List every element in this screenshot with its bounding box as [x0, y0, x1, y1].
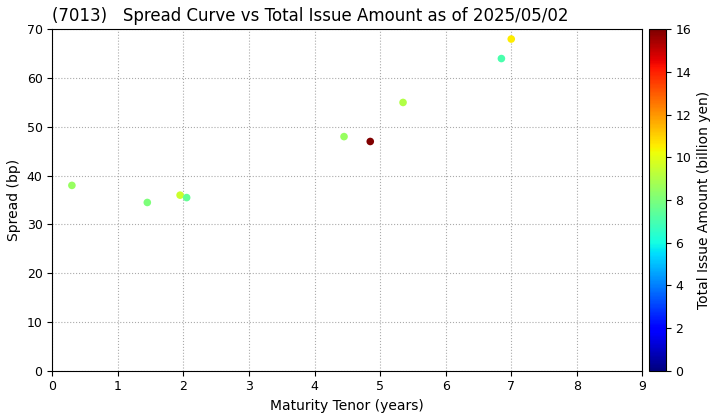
Point [364, 138, 376, 145]
Point [142, 199, 153, 206]
Point [338, 133, 350, 140]
Point [397, 99, 409, 106]
Point [174, 192, 186, 199]
Point [495, 55, 507, 62]
Point [505, 36, 517, 42]
Point [181, 194, 192, 201]
Text: (7013)   Spread Curve vs Total Issue Amount as of 2025/05/02: (7013) Spread Curve vs Total Issue Amoun… [53, 7, 569, 25]
Point [66, 182, 78, 189]
Y-axis label: Spread (bp): Spread (bp) [7, 159, 21, 241]
X-axis label: Maturity Tenor (years): Maturity Tenor (years) [271, 399, 424, 413]
Y-axis label: Total Issue Amount (billion yen): Total Issue Amount (billion yen) [697, 91, 711, 309]
